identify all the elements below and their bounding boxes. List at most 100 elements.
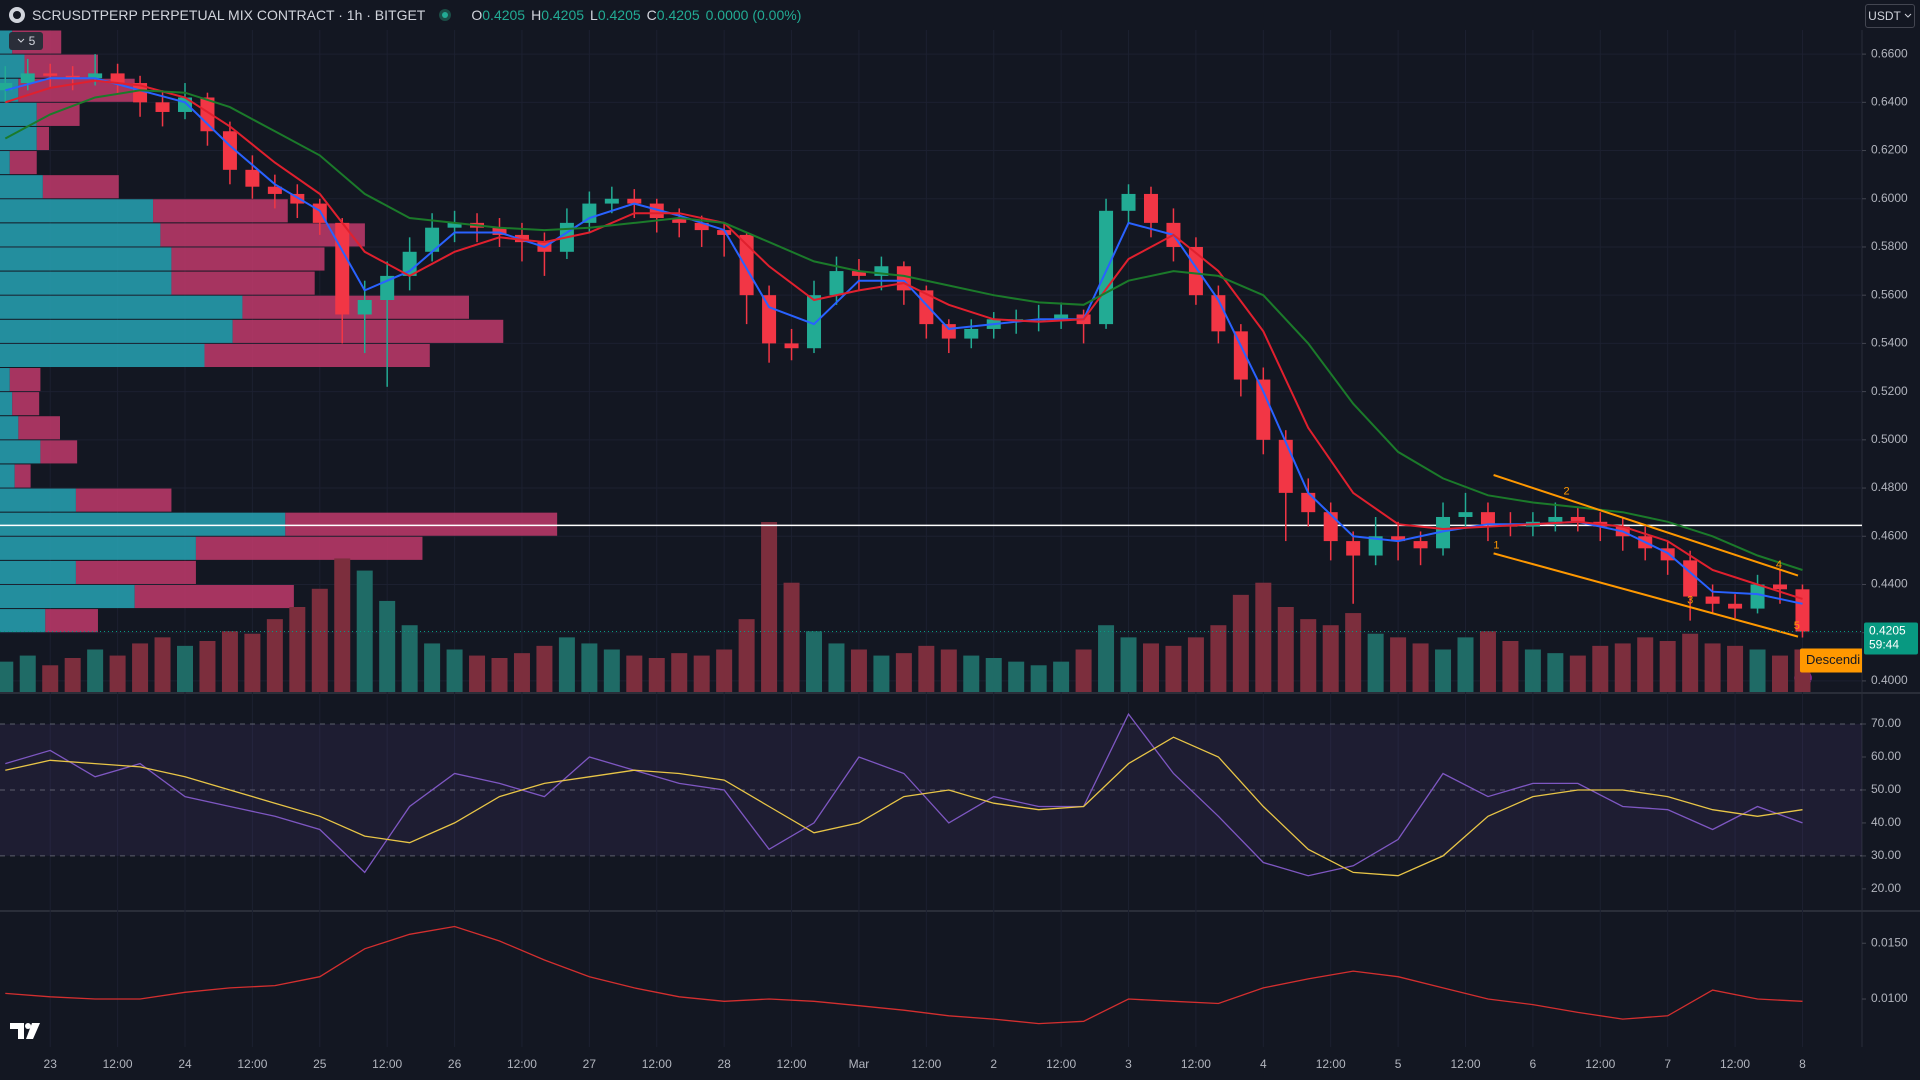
candle-body: [627, 198, 642, 204]
x-tick-label: 12:00: [911, 1057, 941, 1071]
indicator-line: [5, 736, 1803, 877]
y-tick-label: 0.5000: [1871, 432, 1908, 446]
volume-profile-buy: [0, 584, 135, 609]
volume-profile-buy: [0, 343, 205, 368]
open-label: O: [471, 7, 483, 23]
volume-bar: [1210, 625, 1227, 692]
candle-body: [133, 83, 148, 103]
volume-bar: [1547, 653, 1564, 692]
volume-bar: [1457, 637, 1474, 692]
candle-body: [739, 234, 754, 296]
indicator-toggle[interactable]: 5: [9, 32, 43, 50]
y-tick-label: 0.4400: [1871, 577, 1908, 591]
volume-profile-sell: [171, 271, 315, 295]
symbol-title[interactable]: SCRUSDTPERP PERPETUAL MIX CONTRACT · 1h …: [32, 7, 426, 23]
candle-body: [1683, 560, 1698, 597]
x-tick-label: 25: [313, 1057, 327, 1071]
volume-bar: [1479, 631, 1496, 692]
x-tick-label: 8: [1799, 1057, 1806, 1071]
x-tick-label: 3: [1125, 1057, 1132, 1071]
candle-body: [492, 227, 507, 235]
volume-bar: [244, 633, 261, 692]
candle-body: [1705, 596, 1720, 604]
volume-profile-sell: [242, 295, 469, 319]
y-tick-label: 20.00: [1871, 881, 1901, 895]
volume-profile-buy: [0, 392, 13, 416]
pattern-point-label: 4: [1776, 559, 1782, 571]
y-tick-label: 0.4800: [1871, 480, 1908, 494]
x-tick-label: Mar: [849, 1057, 870, 1071]
volume-bar: [1367, 633, 1384, 692]
candle-body: [1728, 603, 1743, 609]
y-tick-label: 0.0150: [1871, 935, 1908, 949]
candle-body: [447, 222, 462, 228]
volume-bar: [311, 588, 328, 692]
volume-profile-sell: [36, 102, 80, 126]
volume-profile-buy: [0, 464, 15, 488]
open-value: 0.4205: [482, 7, 526, 23]
candle-body: [784, 343, 799, 349]
candle-body: [1480, 512, 1495, 525]
volume-profile-sell: [18, 416, 61, 440]
volume-bar: [806, 631, 823, 692]
last-price-tag: [1864, 622, 1918, 655]
x-tick-label: 4: [1260, 1057, 1267, 1071]
y-tick-label: 0.5200: [1871, 384, 1908, 398]
moving-average-line: [4, 79, 1803, 600]
x-tick-label: 2: [990, 1057, 997, 1071]
volume-profile-sell: [160, 223, 365, 247]
volume-profile-sell: [195, 536, 423, 560]
volume-bar: [1232, 594, 1249, 692]
volume-bar: [1659, 641, 1676, 692]
x-tick-label: 12:00: [1585, 1057, 1615, 1071]
volume-bar: [0, 661, 14, 692]
volume-bar: [1614, 643, 1631, 692]
volume-profile-sell: [9, 151, 37, 175]
pattern-label: Descendi: [1806, 652, 1860, 667]
volume-bar: [1187, 637, 1204, 692]
candle-body: [1301, 492, 1316, 513]
volume-profile-sell: [40, 440, 78, 464]
indicator-line: [5, 712, 1803, 877]
moving-average-line: [4, 89, 1803, 571]
volume-bar: [289, 607, 306, 692]
y-tick-label: 0.0100: [1871, 991, 1908, 1005]
y-tick-label: 70.00: [1871, 716, 1901, 730]
volume-bar: [761, 522, 778, 692]
close-label: C: [646, 7, 657, 23]
volume-profile-buy: [0, 609, 46, 633]
volume-bar: [491, 658, 508, 692]
volume-profile-sell: [24, 54, 98, 78]
volume-bar: [693, 655, 710, 692]
pane: [0, 712, 1862, 877]
channel-line: [1493, 552, 1799, 638]
y-tick-label: 0.5400: [1871, 336, 1908, 350]
volume-bar: [1749, 649, 1766, 692]
volume-profile-sell: [36, 126, 49, 151]
volume-bar: [87, 649, 104, 692]
candle-body: [829, 271, 844, 296]
volume-bar: [1075, 649, 1092, 692]
x-tick-label: 28: [717, 1057, 731, 1071]
y-tick-label: 0.4000: [1871, 673, 1908, 687]
volume-bar: [379, 600, 396, 692]
candle-body: [1054, 314, 1069, 320]
volume-bar: [603, 649, 620, 692]
candle-body: [762, 295, 777, 344]
volume-bar: [176, 645, 193, 692]
candle-body: [1188, 246, 1203, 296]
volume-bar: [513, 653, 530, 692]
x-tick-label: 12:00: [372, 1057, 402, 1071]
y-tick-label: 0.6200: [1871, 143, 1908, 157]
volume-profile-buy: [0, 223, 161, 247]
volume-bar: [19, 655, 36, 692]
volume-profile-sell: [12, 392, 40, 416]
pattern-point-label: 5: [1794, 620, 1800, 632]
volume-bar: [1704, 643, 1721, 692]
volume-bar: [334, 558, 351, 692]
indicator-count: 5: [28, 34, 36, 48]
volume-bar: [1030, 665, 1047, 692]
x-tick-label: 6: [1530, 1057, 1537, 1071]
currency-button[interactable]: USDT: [1865, 4, 1915, 28]
